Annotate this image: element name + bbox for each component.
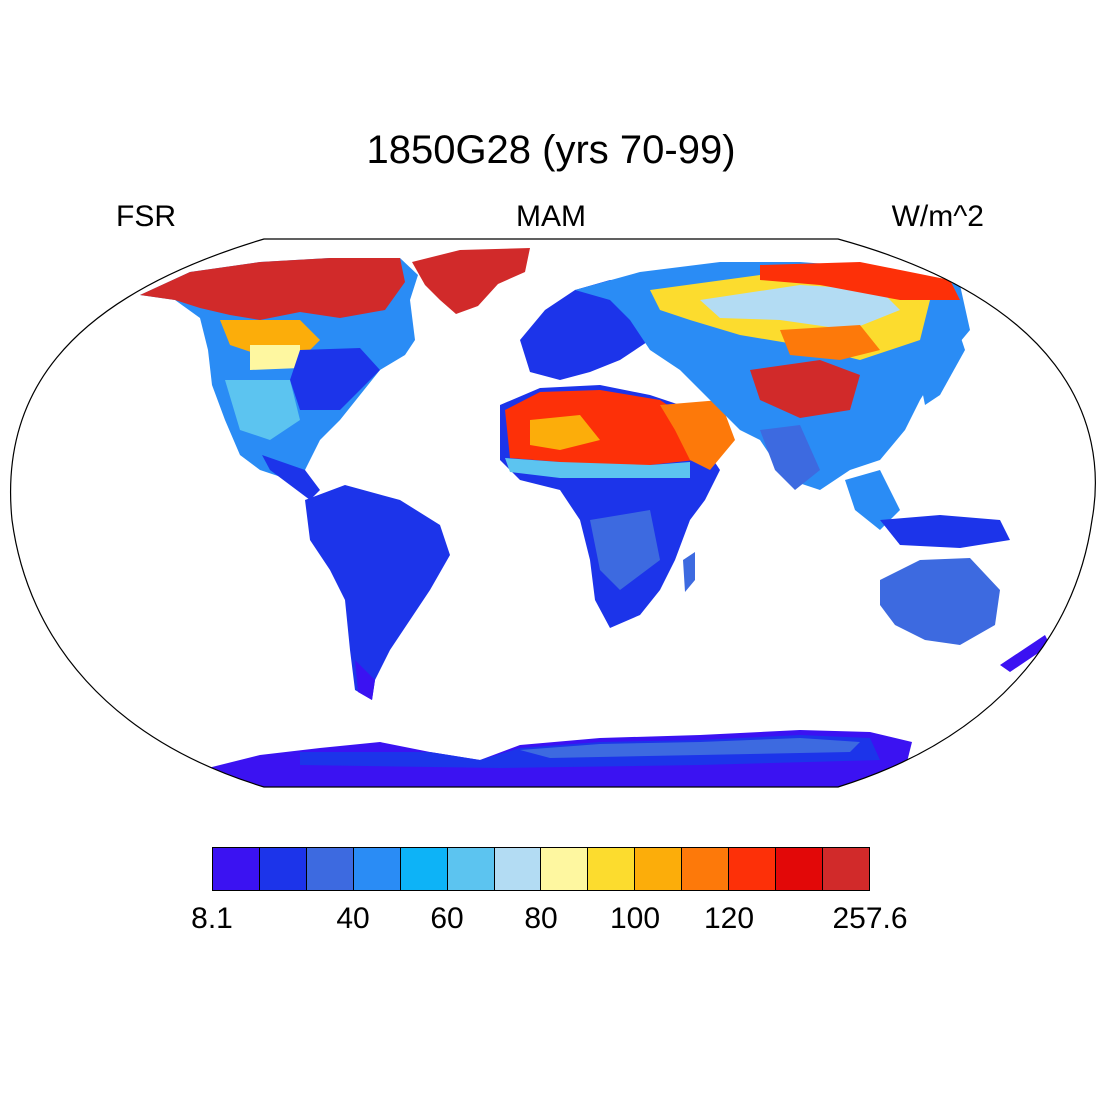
colorbar-box bbox=[728, 847, 777, 891]
colorbar-label: 60 bbox=[430, 902, 464, 935]
colorbar-label: 8.1 bbox=[191, 902, 233, 935]
season-label: MAM bbox=[516, 200, 586, 233]
variable-label: FSR bbox=[116, 200, 176, 233]
colorbar-box bbox=[775, 847, 823, 891]
units-label: W/m^2 bbox=[891, 200, 984, 233]
colorbar-box bbox=[399, 847, 448, 891]
colorbar-label: 120 bbox=[703, 902, 755, 935]
colorbar-label: 100 bbox=[609, 902, 661, 935]
colorbar-box bbox=[305, 847, 354, 891]
central-america bbox=[262, 455, 320, 500]
colorbar-box bbox=[352, 847, 401, 891]
colorbar-box bbox=[212, 847, 260, 891]
australia bbox=[880, 558, 1000, 645]
colorbar-box bbox=[446, 847, 495, 891]
map-border bbox=[9, 238, 1096, 788]
colorbar-box bbox=[821, 847, 870, 891]
colorbar bbox=[212, 847, 870, 891]
colorbar-box bbox=[587, 847, 636, 891]
greenland bbox=[412, 248, 530, 314]
colorbar-label: 80 bbox=[524, 902, 558, 935]
colorbar-box bbox=[540, 847, 589, 891]
colorbar-box bbox=[681, 847, 730, 891]
colorbar-box bbox=[258, 847, 307, 891]
map-title: 1850G28 (yrs 70-99) bbox=[366, 128, 736, 172]
colorbar-label: 40 bbox=[336, 902, 370, 935]
colorbar-box bbox=[634, 847, 683, 891]
colorbar-label: 257.6 bbox=[832, 902, 908, 935]
south-america bbox=[305, 485, 450, 700]
colorbar-box bbox=[493, 847, 542, 891]
